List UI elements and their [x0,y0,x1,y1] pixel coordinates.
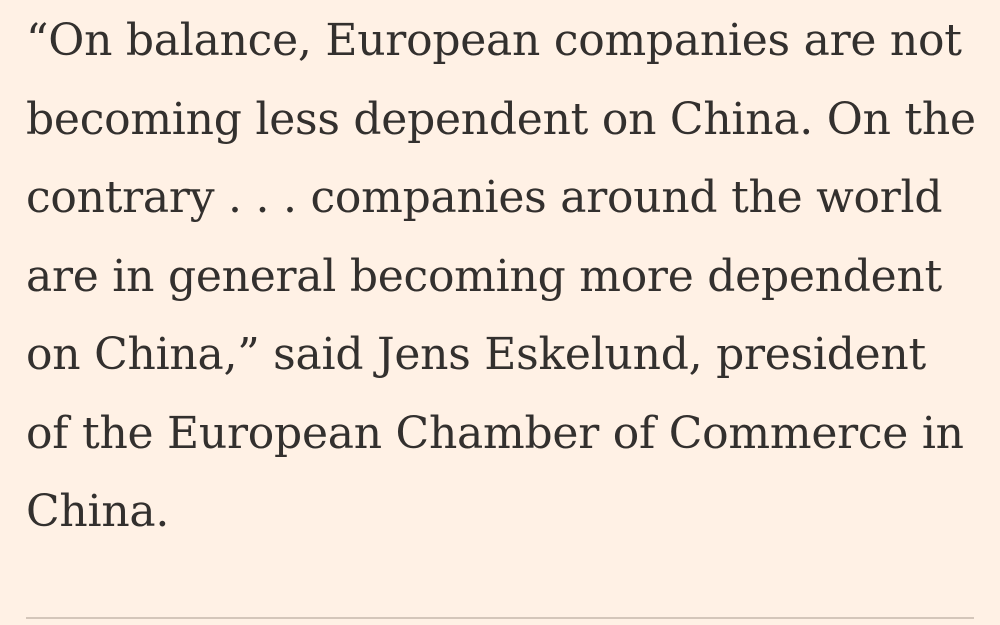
paragraph-line: contrary . . . companies around the worl… [26,172,943,223]
paragraph-line: are in general becoming more dependent [26,250,942,302]
section-divider [26,617,974,619]
paragraph-line: “On balance, European companies are not [26,15,962,66]
paragraph-line: on China,” said Jens Eskelund, president [26,329,926,380]
quote-paragraph: “On balance, European companies are not … [26,2,976,552]
paragraph-line: China. [26,486,170,537]
paragraph-line: of the European Chamber of Commerce in [26,407,964,459]
paragraph-line: becoming less dependent on China. On the [26,93,976,145]
